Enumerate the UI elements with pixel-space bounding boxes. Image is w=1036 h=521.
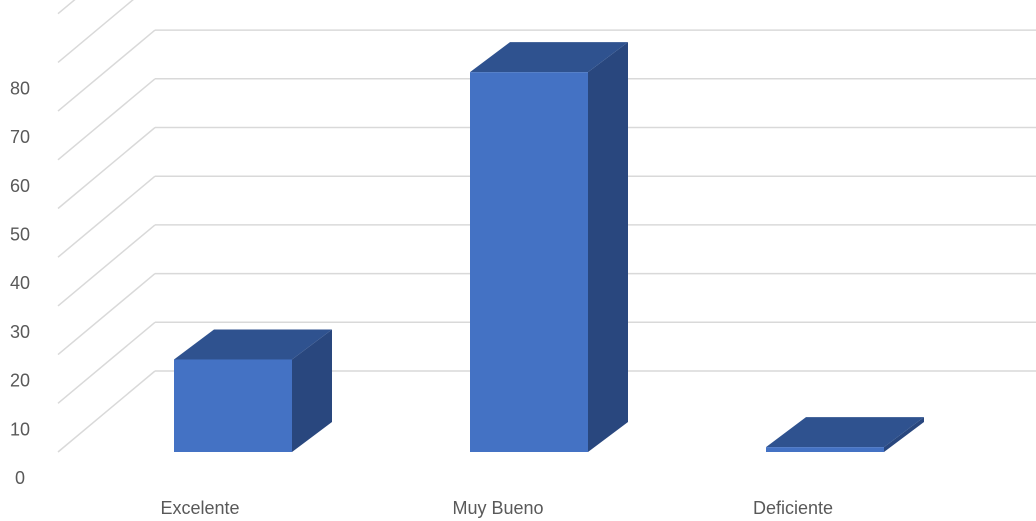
y-tick-label: 70	[10, 127, 30, 147]
gridline-diagonal	[57, 78, 156, 161]
bar	[766, 417, 924, 452]
y-tick-label: 10	[10, 419, 30, 439]
gridline-diagonal	[57, 126, 156, 210]
category-label: Muy Bueno	[452, 498, 543, 518]
bar-top-face	[766, 417, 924, 448]
y-tick-label: 80	[10, 78, 30, 98]
gridline-diagonal	[57, 273, 156, 356]
y-tick-label: 40	[10, 273, 30, 293]
bar-front-face	[174, 359, 292, 452]
gridline-diagonal	[57, 0, 76, 15]
bars	[174, 42, 924, 452]
gridline-diagonal	[57, 370, 156, 453]
bar-side-face	[588, 42, 628, 452]
category-label: Excelente	[160, 498, 239, 518]
gridline-diagonal	[57, 321, 156, 404]
y-tick-label: 0	[15, 468, 25, 488]
gridline-diagonal	[57, 175, 156, 258]
bar-side-face	[884, 417, 924, 452]
bar	[174, 329, 332, 452]
bar-front-face	[470, 72, 588, 452]
bar-side-face	[292, 329, 332, 452]
bar-top-face	[470, 42, 628, 73]
y-axis-ticks: 0 10 20 30 40 50 60 70 80	[10, 78, 30, 488]
category-label: Deficiente	[753, 498, 833, 518]
y-tick-label: 30	[10, 322, 30, 342]
gridline-diagonal	[57, 29, 156, 112]
bar-top-face	[174, 329, 332, 360]
gridline-diagonal	[57, 0, 134, 63]
x-axis-categories: Excelente Muy Bueno Deficiente	[160, 498, 833, 518]
bar-front-face	[766, 447, 884, 452]
y-tick-label: 20	[10, 371, 30, 391]
gridline-diagonal	[57, 224, 156, 307]
y-tick-label: 60	[10, 176, 30, 196]
y-tick-label: 50	[10, 225, 30, 245]
bar	[470, 42, 628, 452]
